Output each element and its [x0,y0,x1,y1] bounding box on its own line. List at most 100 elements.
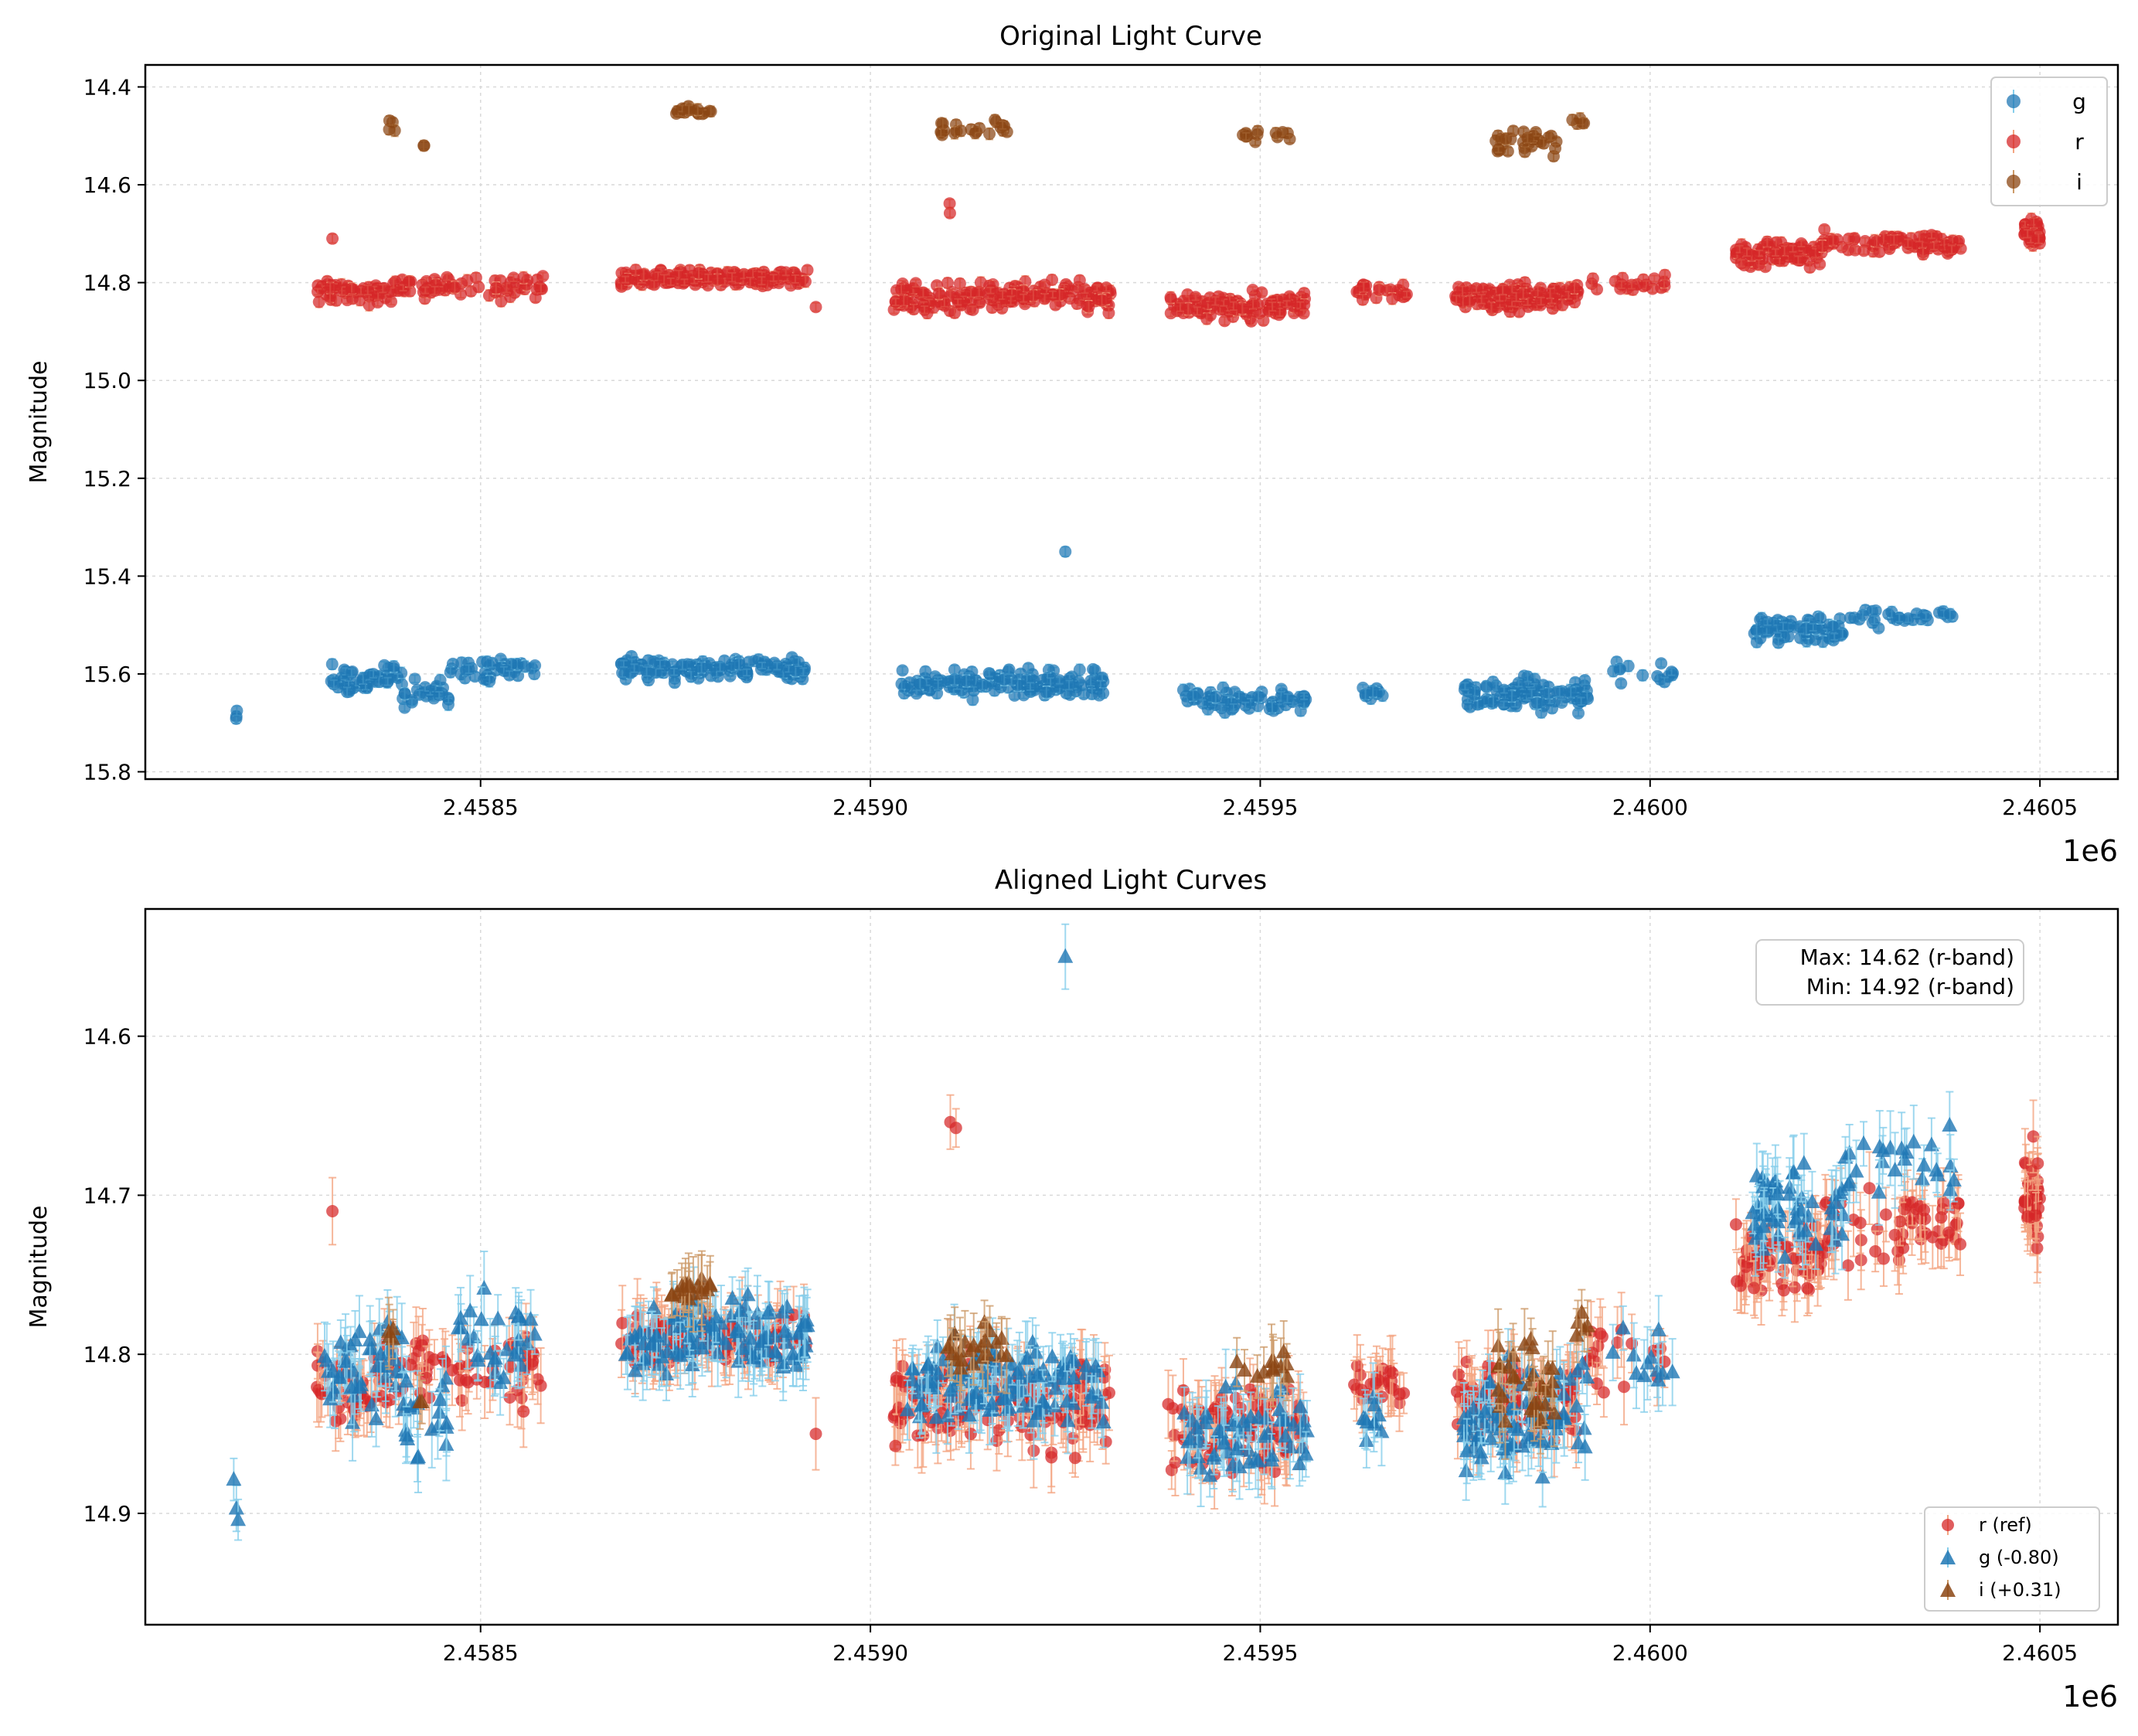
data-point [485,656,499,669]
data-point [1919,609,1932,622]
marker-circle [695,661,708,674]
data-point [1059,545,1072,558]
marker-circle [1665,665,1678,679]
data-point [325,658,339,671]
marker-circle [444,665,457,679]
data-point [931,679,945,692]
marker-circle [1097,686,1110,700]
marker-circle [628,662,641,675]
data-point [405,696,418,709]
data-point [428,284,441,298]
marker-circle [325,658,339,671]
marker-circle [1003,663,1016,676]
points [230,100,2046,725]
marker-circle [346,292,359,305]
marker-circle [895,677,908,690]
data-point [713,660,727,673]
marker-circle [668,665,681,679]
data-point [1658,676,1671,689]
marker-circle [1658,676,1671,689]
marker-circle [617,657,630,670]
data-point [1459,679,1472,693]
marker-circle [489,281,502,294]
marker-circle [398,687,411,700]
data-point [1252,690,1265,703]
marker-circle [653,658,666,671]
marker-circle [1943,608,1956,621]
data-point [448,281,461,294]
data-point [1750,635,1763,648]
marker-circle [1555,696,1568,710]
marker-circle [483,675,496,688]
data-point [503,669,516,682]
data-point [507,271,520,284]
data-point [1761,615,1774,628]
marker-circle [448,281,461,294]
marker-circle [341,686,354,699]
data-point [1265,701,1278,714]
data-point [1575,695,1588,708]
data-point [444,665,457,679]
marker-circle [1575,695,1588,708]
data-point [1209,690,1222,704]
data-point [1298,689,1311,703]
marker-circle [485,656,499,669]
marker-circle [387,660,400,673]
data-point [536,270,550,283]
data-point [695,661,708,674]
data-point [1794,631,1807,645]
marker-circle [1367,685,1380,698]
data-point [1636,669,1649,682]
data-point [628,662,641,675]
marker-circle [230,704,243,717]
marker-circle [1814,611,1827,625]
data-point [519,659,532,673]
data-point [895,677,908,690]
data-point [403,274,416,288]
marker-circle [1794,631,1807,645]
data-point [1186,689,1200,703]
marker-circle [1615,677,1628,690]
marker-circle [536,270,550,283]
marker-circle [1227,701,1240,714]
marker-circle [616,666,629,679]
data-point [767,271,780,284]
marker-circle [367,668,380,681]
data-point [792,655,805,669]
data-point [312,285,325,298]
marker-circle [767,271,780,284]
data-point [1003,663,1016,676]
marker-circle [1209,690,1222,703]
marker-circle [376,282,390,295]
marker-circle [640,665,653,678]
data-point [982,666,996,679]
marker-circle [713,660,727,673]
marker-circle [428,284,441,298]
data-point [668,665,681,679]
data-point [341,686,354,699]
data-point [910,687,923,700]
data-point [1053,674,1066,687]
marker-circle [469,271,482,284]
data-point [1022,662,1035,675]
data-point [1553,685,1566,698]
marker-circle [528,668,541,681]
marker-circle [385,295,398,308]
marker-circle [1772,636,1785,649]
marker-circle [931,679,945,692]
data-point [1814,611,1827,625]
marker-circle [678,276,691,289]
marker-circle [1059,545,1072,558]
data-point [1772,636,1785,649]
marker-circle [1776,620,1789,633]
data-point [1893,611,1906,625]
data-point [1023,680,1037,693]
data-point [742,655,755,669]
data-point [381,675,394,688]
marker-circle [740,666,754,679]
data-point [1828,630,1841,643]
data-point [640,665,653,678]
data-point [948,673,961,686]
marker-circle [733,658,746,671]
marker-circle [507,271,520,284]
